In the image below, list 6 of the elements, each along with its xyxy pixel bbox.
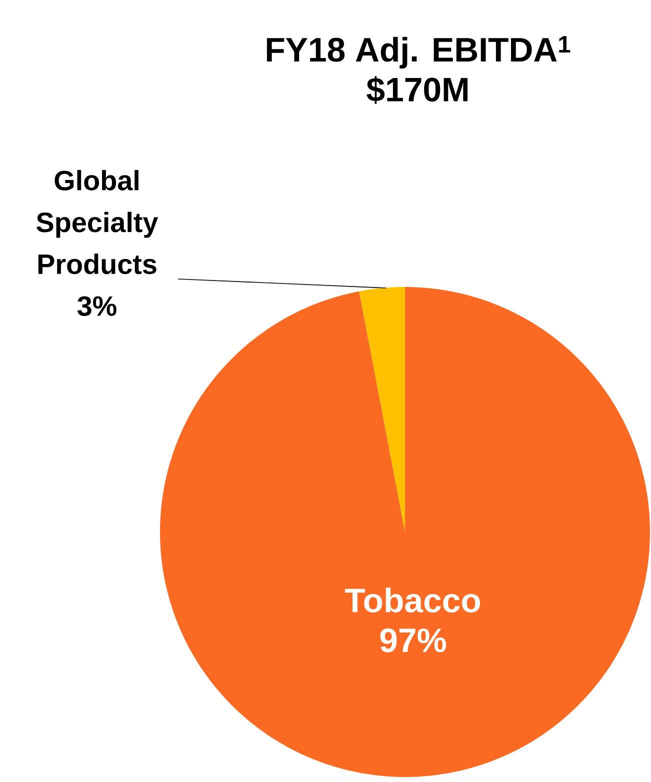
data-label: 97%: [380, 628, 446, 652]
chart-title: FY18 Adj. EBITDA$^{1}$: [266, 36, 570, 68]
slice-label: Tobacco: [345, 588, 480, 613]
chart-subtitle: $170M: [366, 76, 468, 104]
data-label: 3%: [77, 296, 116, 316]
slice-label: Global Specialty Products: [36, 170, 158, 274]
